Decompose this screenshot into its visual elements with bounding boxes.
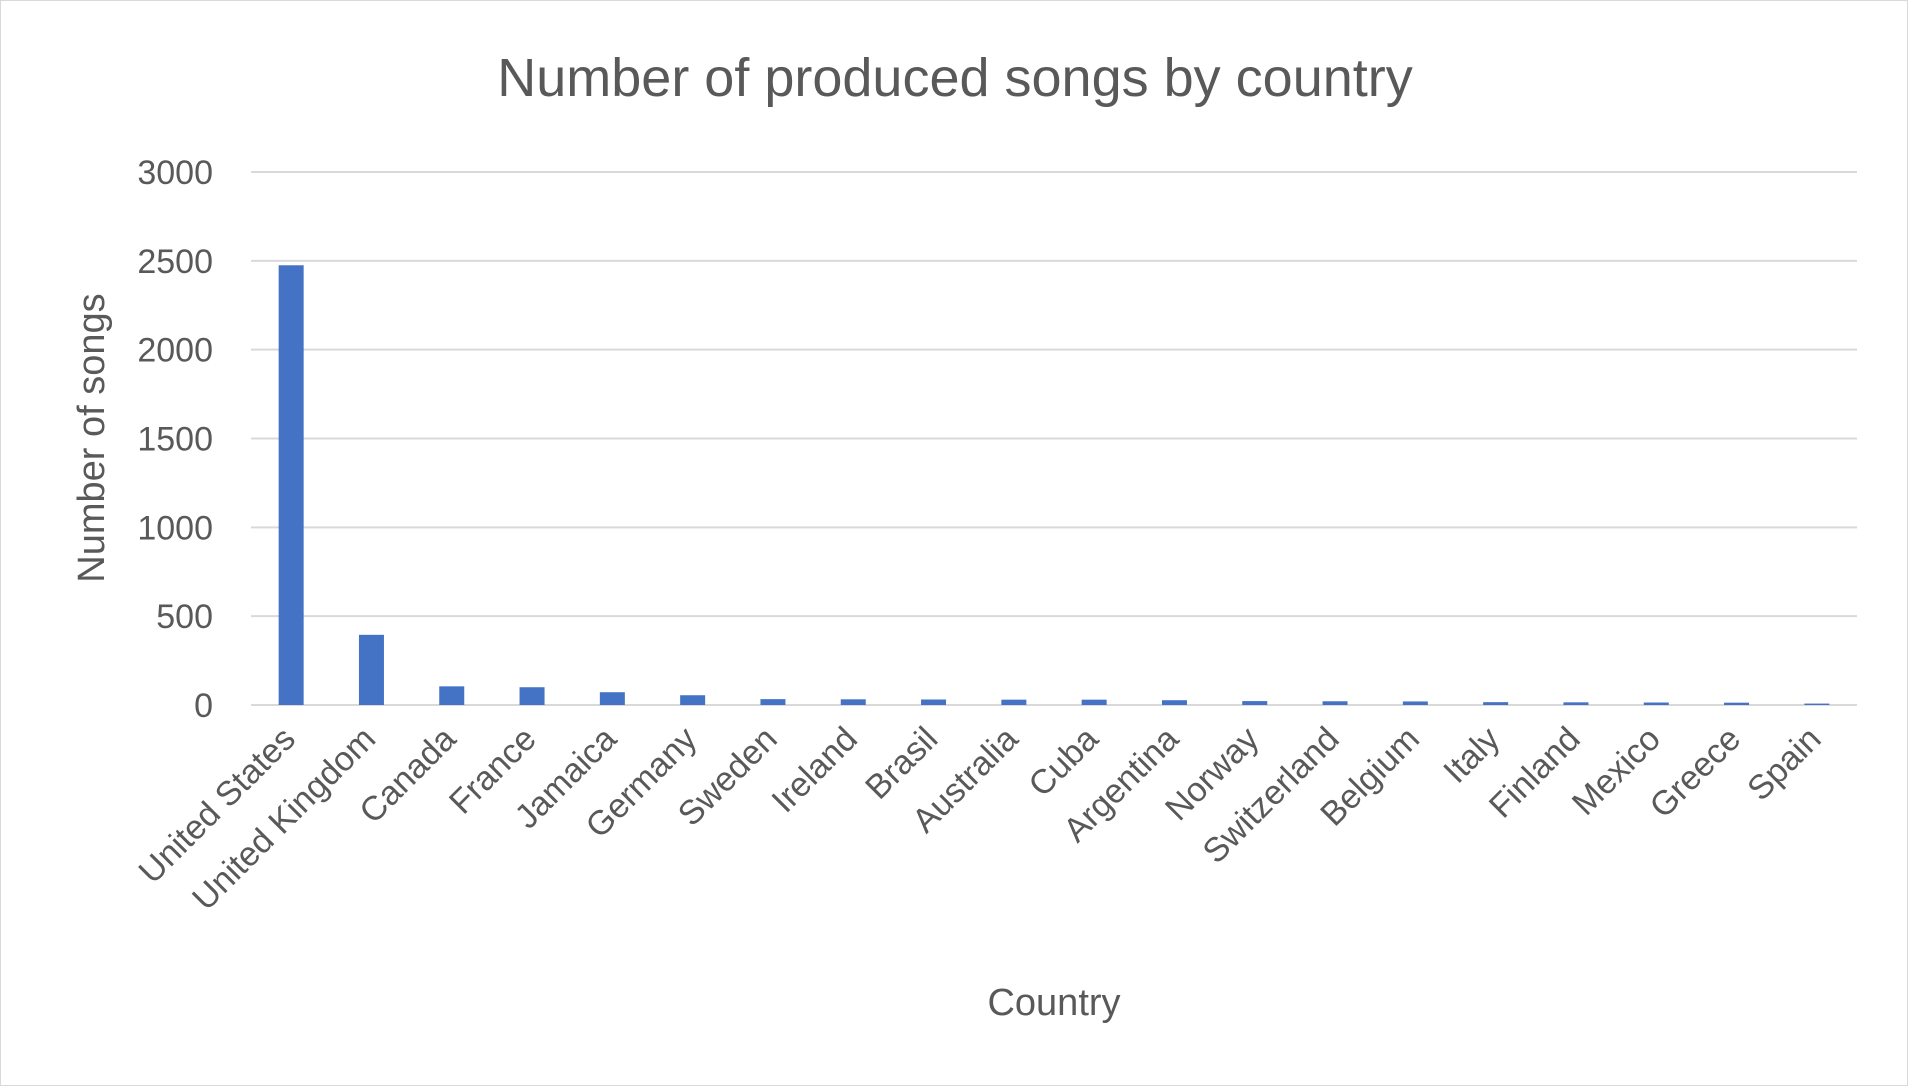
bar-jamaica <box>599 692 625 705</box>
bar-brasil <box>921 699 947 705</box>
y-tick-label: 500 <box>156 598 213 636</box>
bar-sweden <box>760 699 786 705</box>
bars <box>278 265 1830 705</box>
y-tick-label: 3000 <box>137 154 213 192</box>
x-axis-title: Country <box>987 982 1120 1024</box>
y-axis-title: Number of songs <box>71 293 113 582</box>
y-tick-label: 1500 <box>137 421 213 459</box>
gridlines <box>251 171 1857 706</box>
bar-united-kingdom <box>358 634 384 705</box>
bar-belgium <box>1402 701 1428 705</box>
x-tick-label: Italy <box>1436 720 1507 791</box>
y-tick-label: 1000 <box>137 509 213 547</box>
bar-finland <box>1563 702 1589 705</box>
x-tick-label: Spain <box>1740 720 1828 808</box>
bar-italy <box>1483 702 1509 705</box>
chart-title: Number of produced songs by country <box>497 48 1413 108</box>
x-tick-label: Ireland <box>765 720 865 820</box>
bar-switzerland <box>1322 701 1348 705</box>
y-tick-label: 2000 <box>137 332 213 370</box>
bar-argentina <box>1161 700 1187 705</box>
bar-cuba <box>1081 699 1107 705</box>
bar-united-states <box>278 265 304 705</box>
bar-greece <box>1724 702 1750 705</box>
bar-france <box>519 687 545 705</box>
bar-ireland <box>840 699 866 705</box>
bar-canada <box>439 686 465 705</box>
y-tick-label: 2500 <box>137 243 213 281</box>
y-tick-label: 0 <box>194 687 213 725</box>
bar-mexico <box>1643 702 1669 705</box>
y-axis-ticks: 0 500 1000 1500 2000 2500 3000 <box>137 154 213 725</box>
bar-spain <box>1804 703 1830 705</box>
bar-germany <box>680 695 706 705</box>
bar-australia <box>1001 699 1027 705</box>
x-tick-label: Finland <box>1482 720 1588 826</box>
x-tick-label: Greece <box>1642 720 1748 826</box>
bar-norway <box>1242 701 1268 705</box>
